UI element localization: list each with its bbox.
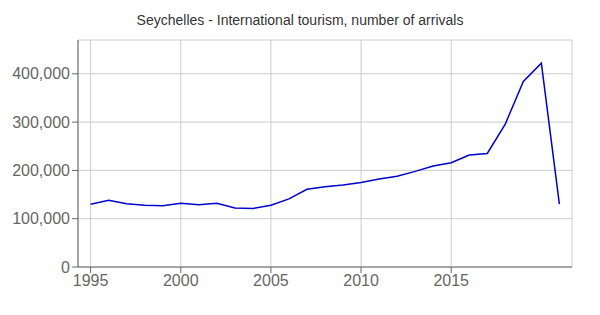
svg-text:1995: 1995: [73, 272, 109, 289]
svg-text:400,000: 400,000: [12, 65, 70, 82]
html-text:Seychelles - International tou: Seychelles - International tourism, numb…: [136, 12, 464, 28]
svg-text:100,000: 100,000: [12, 210, 70, 227]
svg-text:2015: 2015: [433, 272, 469, 289]
svg-text:200,000: 200,000: [12, 162, 70, 179]
svg-text:2000: 2000: [163, 272, 199, 289]
svg-text:2005: 2005: [253, 272, 289, 289]
svg-text:2010: 2010: [343, 272, 379, 289]
svg-text:300,000: 300,000: [12, 114, 70, 131]
svg-text:0: 0: [61, 259, 70, 276]
